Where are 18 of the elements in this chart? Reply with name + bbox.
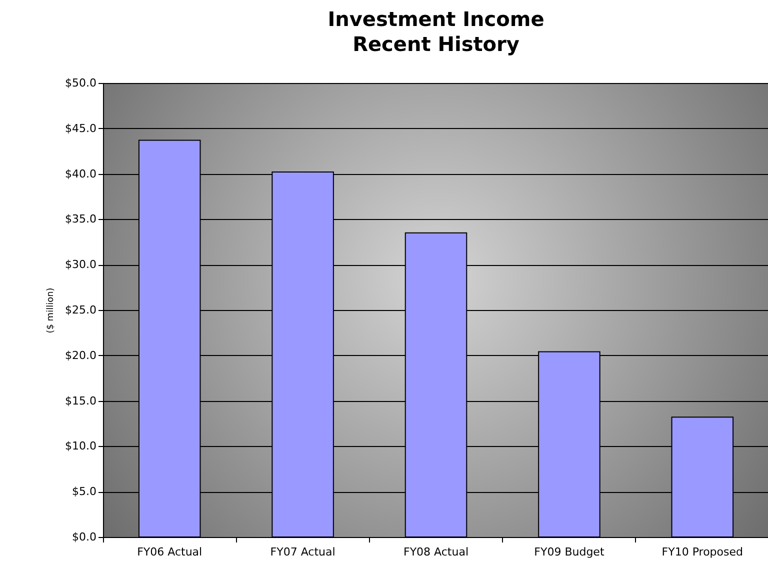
y-tick-label: $35.0 (65, 212, 96, 226)
x-tick-label: FY07 Actual (270, 546, 336, 558)
y-tick-label: $0.0 (72, 530, 96, 544)
y-axis-title: ($ million) (46, 288, 56, 334)
y-tick-label: $30.0 (65, 258, 96, 272)
x-tick-label: FY06 Actual (137, 546, 202, 558)
y-tick-label: $50.0 (65, 76, 96, 90)
y-tick-label: $40.0 (65, 167, 96, 180)
y-tick-label: $25.0 (65, 304, 96, 316)
x-tick-label: FY09 Budget (534, 546, 605, 558)
chart-title: Investment Income Recent History (328, 7, 544, 56)
y-tick-label: $20.0 (65, 348, 96, 362)
y-tick-label: $15.0 (65, 394, 96, 408)
y-tick-label: $5.0 (72, 485, 96, 498)
y-tick-label: $45.0 (65, 122, 96, 135)
x-tick-label: FY08 Actual (403, 546, 469, 558)
y-tick-label: $10.0 (65, 440, 96, 453)
x-tick-label: FY10 Proposed (662, 546, 743, 558)
